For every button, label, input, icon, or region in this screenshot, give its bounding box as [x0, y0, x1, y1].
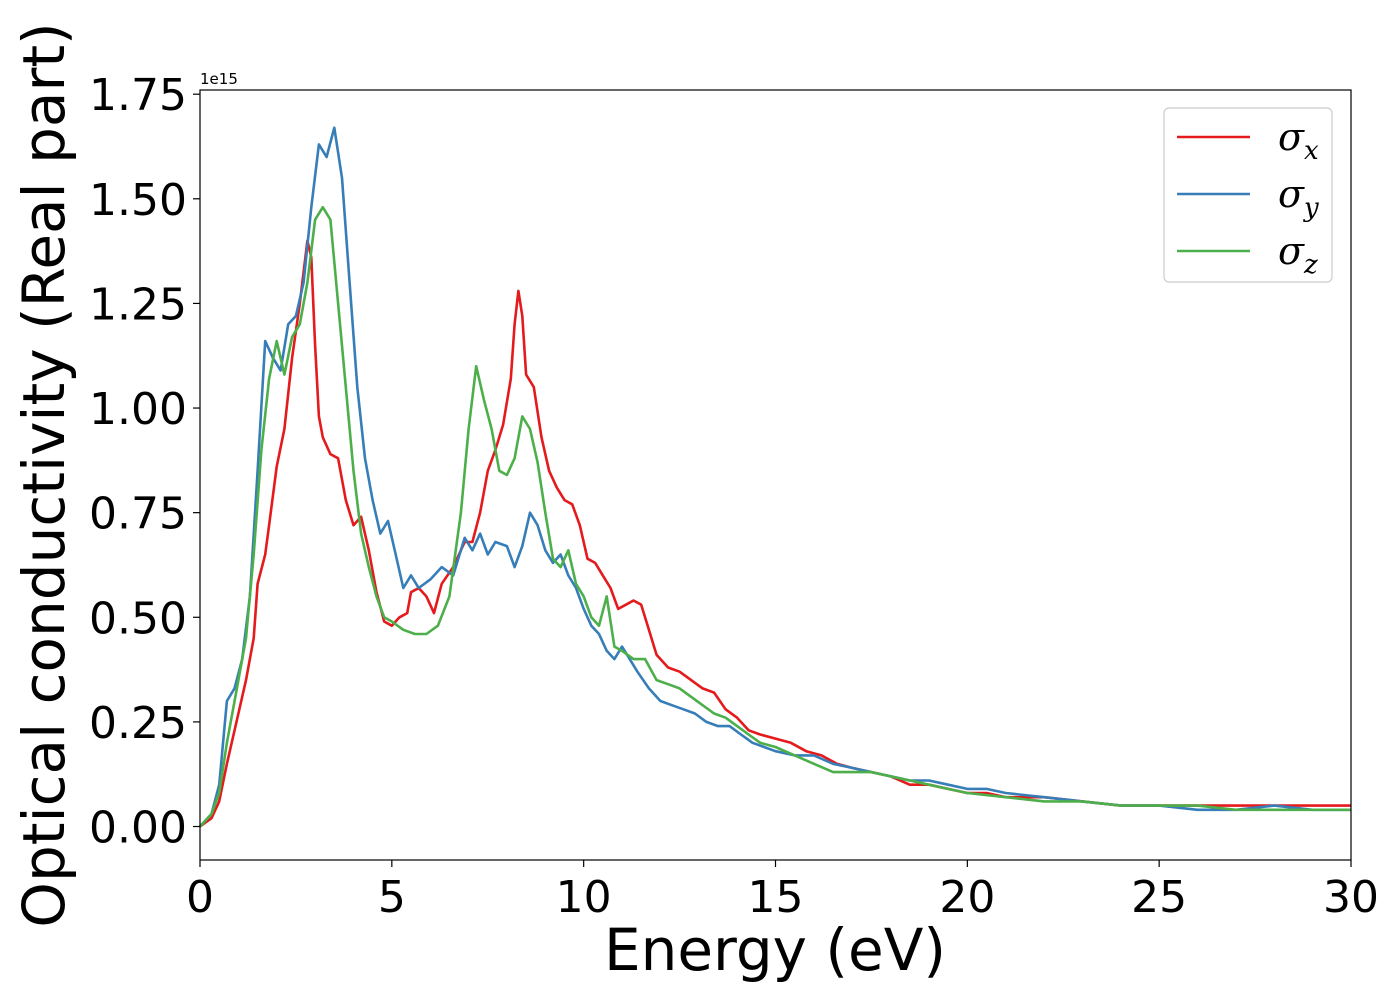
x-tick-label: 10	[556, 872, 612, 923]
x-tick-label: 15	[748, 872, 804, 923]
y-tick-label: 0.00	[89, 803, 187, 854]
x-tick-label: 0	[186, 872, 214, 923]
y-tick-label: 0.75	[89, 489, 187, 540]
series-line-z	[199, 205, 1351, 828]
y-offset-label: 1e15	[200, 70, 238, 88]
y-tick-label: 1.25	[89, 279, 187, 330]
y-tick-label: 1.00	[89, 384, 187, 435]
series-layer	[199, 126, 1351, 828]
y-tick-label: 1.75	[89, 70, 187, 121]
x-axis-label: Energy (eV)	[604, 916, 946, 984]
x-tick-label: 30	[1323, 872, 1379, 923]
y-axis: 0.00 0.25 0.50 0.75 1.00 1.25 1.50 1.75	[89, 70, 200, 854]
y-axis-label: Optical conductivity (Real part)	[10, 22, 78, 927]
x-tick-label: 20	[939, 872, 995, 923]
x-tick-label: 25	[1131, 872, 1187, 923]
y-tick-label: 0.25	[89, 698, 187, 749]
x-axis: 0 5 10 15 20 25 30	[186, 860, 1379, 923]
y-tick-label: 1.50	[89, 175, 187, 226]
x-tick-label: 5	[378, 872, 406, 923]
y-tick-label: 0.50	[89, 593, 187, 644]
